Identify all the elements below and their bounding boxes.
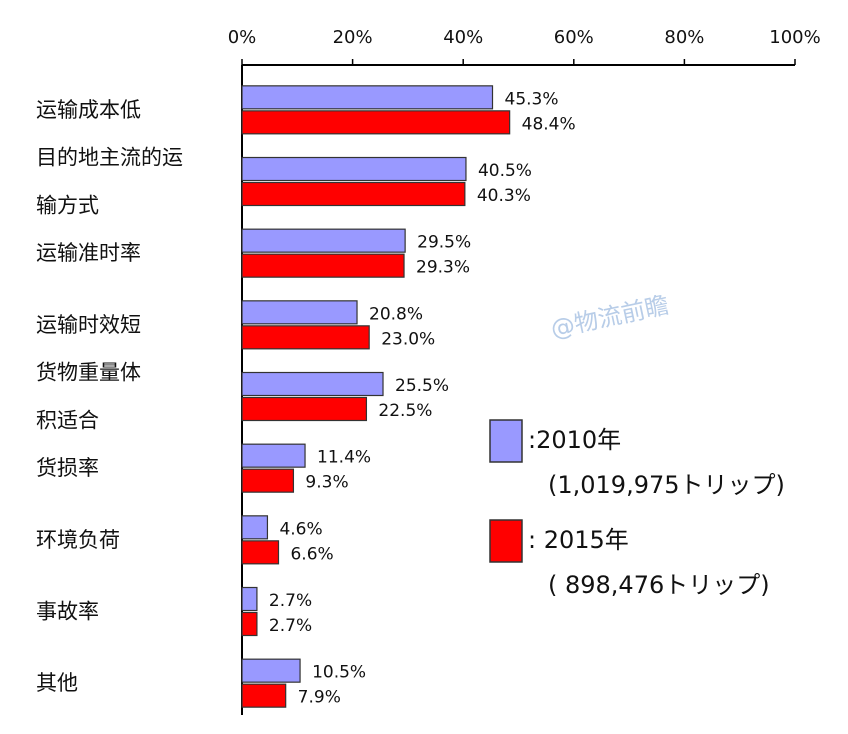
bar [241, 110, 511, 135]
value-label: 29.3% [416, 258, 470, 278]
bar [241, 156, 467, 182]
category-label: 运输时效短 [36, 313, 141, 337]
legend-note: ( 898,476トリップ) [548, 571, 770, 599]
category-label: 运输成本低 [36, 98, 141, 122]
bar [241, 658, 301, 683]
category-line: 环境负荷 [36, 528, 120, 552]
bar [241, 253, 405, 278]
bar [241, 300, 358, 325]
bar [241, 85, 494, 110]
bar [241, 325, 370, 350]
legend-note: (1,019,975トリップ) [548, 471, 785, 499]
category-label: 事故率 [36, 600, 99, 624]
bar [241, 586, 258, 612]
category-line: 运输时效短 [36, 313, 141, 337]
category-line: 运输准时率 [36, 241, 141, 265]
x-tick-label: 40% [443, 27, 483, 48]
category-line: 输方式 [36, 194, 99, 218]
bar [241, 443, 306, 468]
category-label: 其他 [36, 671, 78, 695]
category-line: 货物重量体 [36, 361, 141, 385]
value-label: 20.8% [369, 304, 423, 324]
legend-label: :2010年 [528, 426, 621, 454]
bar [241, 611, 258, 637]
category-line: 积适合 [36, 409, 99, 433]
value-label: 25.5% [395, 376, 449, 396]
legend-swatch [489, 419, 523, 463]
legend-label: : 2015年 [528, 526, 629, 554]
value-label: 22.5% [378, 401, 432, 421]
value-label: 10.5% [312, 663, 366, 683]
x-tick-label: 20% [333, 27, 373, 48]
value-label: 48.4% [522, 114, 576, 134]
bar [241, 515, 269, 540]
category-line: 其他 [36, 671, 78, 695]
category-label: 目的地主流的运输方式 [36, 146, 183, 218]
value-label: 29.5% [417, 233, 471, 253]
value-label: 45.3% [505, 89, 559, 109]
value-label: 40.3% [477, 186, 531, 206]
category-line: 货损率 [36, 456, 99, 480]
value-label: 11.4% [317, 448, 371, 468]
x-tick-label: 80% [664, 27, 704, 48]
bar [241, 181, 466, 207]
category-line: 事故率 [36, 600, 99, 624]
x-tick-label: 0% [228, 27, 257, 48]
x-tick-label: 100% [769, 27, 820, 48]
value-label: 4.6% [279, 519, 322, 539]
bar [241, 468, 295, 493]
bar [241, 683, 287, 708]
category-label: 货损率 [36, 456, 99, 480]
bar [241, 228, 406, 253]
value-label: 7.9% [298, 688, 341, 708]
legend-swatch [489, 519, 523, 563]
category-label: 货物重量体积适合 [36, 361, 141, 433]
value-label: 40.5% [478, 161, 532, 181]
value-label: 2.7% [269, 591, 312, 611]
value-label: 2.7% [269, 616, 312, 636]
category-line: 运输成本低 [36, 98, 141, 122]
value-label: 23.0% [381, 329, 435, 349]
x-tick-label: 60% [554, 27, 594, 48]
category-label: 运输准时率 [36, 241, 141, 265]
category-label: 环境负荷 [36, 528, 120, 552]
bar [241, 371, 384, 397]
bar [241, 396, 368, 422]
bar [241, 540, 280, 565]
value-label: 6.6% [290, 544, 333, 564]
category-line: 目的地主流的运 [36, 146, 183, 170]
value-label: 9.3% [305, 473, 348, 493]
